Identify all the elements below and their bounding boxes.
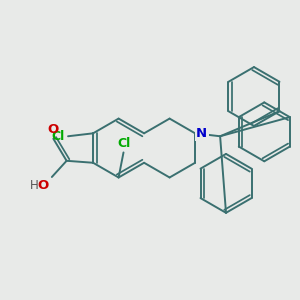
Text: Cl: Cl (117, 136, 130, 149)
Text: N: N (196, 127, 207, 140)
Text: O: O (48, 123, 59, 136)
Text: O: O (38, 179, 49, 192)
Text: H: H (29, 179, 38, 192)
Text: Cl: Cl (52, 130, 65, 143)
